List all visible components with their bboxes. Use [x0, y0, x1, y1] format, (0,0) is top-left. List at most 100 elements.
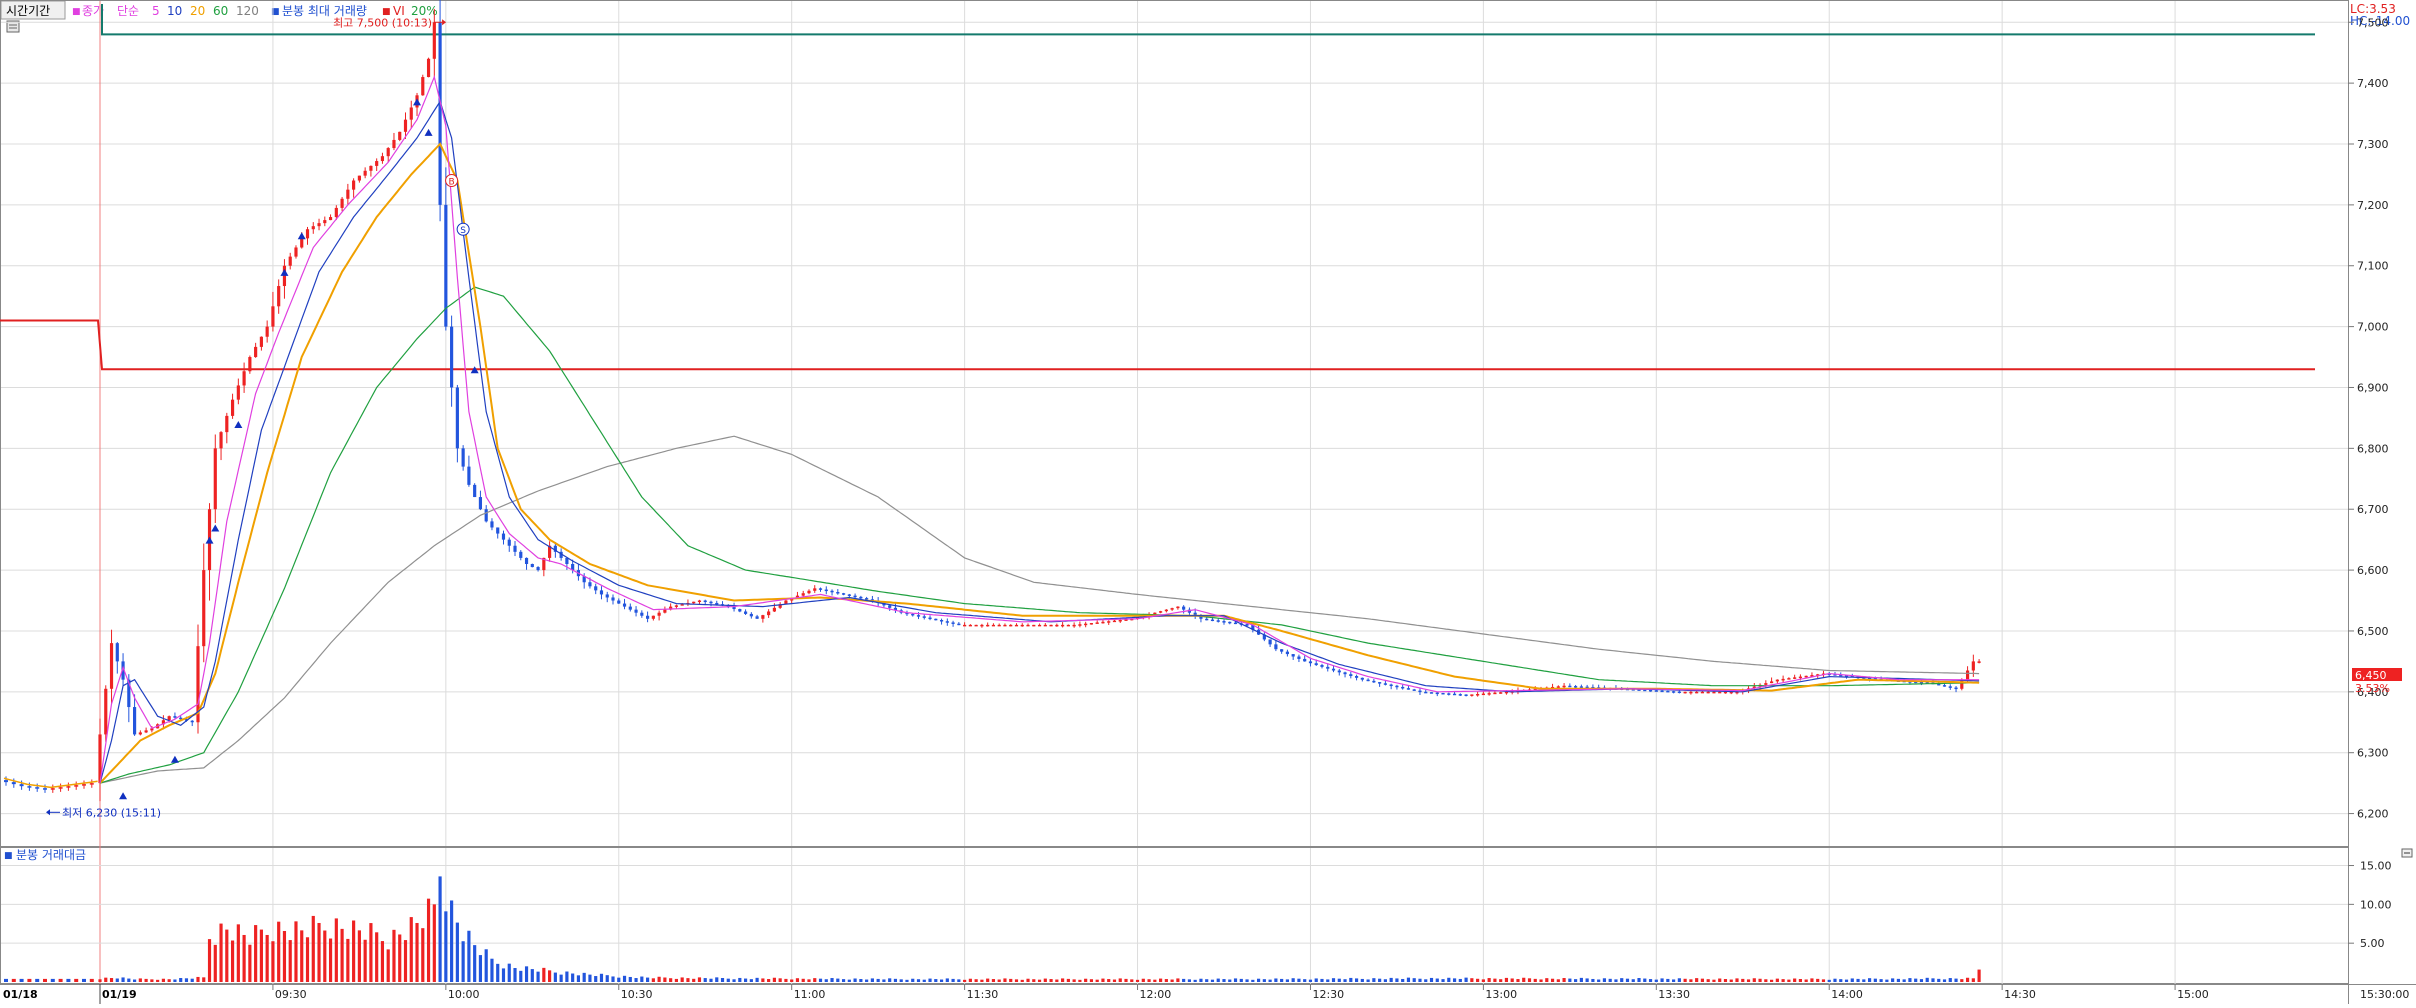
volume-bar — [1481, 979, 1485, 982]
volume-bar — [1960, 979, 1964, 982]
candle-body — [501, 533, 506, 540]
candle-body — [1723, 691, 1728, 694]
price-tick-label: 6,200 — [2357, 808, 2389, 821]
volume-bar — [1389, 977, 1393, 982]
volume-bar — [1643, 978, 1647, 982]
candle-body — [548, 545, 552, 558]
volume-bar — [467, 930, 471, 982]
volume-bar — [818, 978, 823, 982]
candle-body — [1303, 658, 1307, 662]
volume-bar — [876, 978, 880, 982]
candle-body — [772, 607, 776, 612]
volume-bar — [680, 977, 684, 982]
legend-bullet: ■ — [72, 7, 81, 17]
candle-body — [357, 175, 361, 181]
legend-item: 종가 — [82, 4, 104, 18]
candle-body — [732, 606, 736, 610]
period-tab[interactable]: 시간기간 — [6, 4, 50, 18]
candle-body — [484, 509, 488, 522]
candle-body — [1193, 612, 1197, 616]
volume-bar — [646, 977, 650, 982]
volume-bar — [1395, 978, 1399, 982]
volume-bar — [1862, 979, 1866, 982]
candle-body — [1366, 679, 1370, 682]
change-rate-label: 3.53% — [2355, 682, 2390, 695]
volume-bar — [513, 968, 517, 982]
volume-bar — [1366, 979, 1370, 982]
time-tick-label: 11:00 — [794, 988, 826, 1001]
candle-body — [1124, 619, 1128, 621]
candle-body — [697, 600, 702, 603]
candle-body — [980, 624, 984, 627]
volume-bar — [115, 978, 119, 982]
volume-bar — [1516, 979, 1520, 982]
candle-body — [27, 786, 32, 788]
volume-bar — [1816, 978, 1820, 982]
volume-bar — [1977, 969, 1981, 982]
volume-bar — [473, 945, 477, 982]
price-axis: 6,200 6,300 6,400 6,500 6,600 6,700 6,800 6,900… — [2348, 16, 2389, 821]
candle-body — [1660, 690, 1664, 693]
candle-body — [1499, 692, 1503, 694]
volume-bar — [156, 979, 160, 982]
volume-bar — [1412, 978, 1416, 982]
candle-body — [1135, 617, 1140, 619]
volume-bar — [640, 976, 644, 982]
volume-bar — [1510, 978, 1514, 982]
volume-bar — [161, 978, 165, 982]
candle-body — [392, 139, 396, 149]
settings-icon[interactable] — [6, 20, 20, 33]
candle-body — [1654, 690, 1658, 692]
volume-bar — [651, 978, 655, 982]
candle-body — [50, 788, 55, 790]
volume-bar — [1660, 978, 1664, 982]
candle-body — [1280, 649, 1284, 652]
candle-body — [1072, 624, 1076, 627]
volume-bar — [634, 978, 638, 982]
volume-bar — [1522, 977, 1526, 982]
volume-bar — [1775, 978, 1779, 982]
candle-body — [1954, 687, 1958, 690]
time-axis: 09:30 10:00 10:30 11:00 11:30 12:00 12:30 13:00… — [3, 984, 2409, 1004]
volume-bar — [484, 949, 488, 982]
candle-body — [1585, 686, 1589, 689]
candle-body — [426, 58, 431, 78]
candle-body — [4, 780, 8, 783]
volume-bar — [1735, 978, 1739, 982]
candle-body — [398, 131, 402, 140]
volume-bar — [1908, 978, 1912, 982]
volume-bar — [1055, 979, 1059, 982]
volume-bar — [755, 977, 759, 982]
volume-bar — [726, 978, 730, 982]
volume-bar — [1545, 978, 1549, 982]
candle-body — [841, 593, 846, 595]
volume-bar — [375, 932, 379, 982]
volume-bar — [1781, 979, 1785, 982]
volume-bar — [1965, 977, 1970, 982]
chart-header: 시간기간 ■ 종가 단순 5 10 20 60 120 ■ 분봉 최대 거래량 ■ VI 20% — [0, 0, 438, 33]
volume-bar — [1683, 978, 1687, 982]
candle-body — [1406, 688, 1411, 690]
candle-body — [1349, 674, 1353, 676]
volume-bar — [524, 966, 529, 982]
volume-bar — [1867, 978, 1872, 982]
candle-body — [761, 615, 765, 619]
signal-marker-icon — [234, 421, 243, 428]
candle-body — [11, 782, 16, 785]
volume-bar — [1043, 978, 1047, 982]
candle-body — [565, 557, 569, 564]
vi-upper-line — [101, 4, 2315, 36]
candle-body — [121, 661, 125, 680]
sell-signal-icon — [456, 222, 470, 236]
signal-marker-icon — [211, 524, 220, 532]
volume-bar — [27, 978, 32, 982]
volume-bar — [565, 971, 569, 982]
volume-bar — [720, 978, 725, 982]
sell-signal-text: S — [460, 226, 466, 236]
volume-bar — [265, 934, 269, 982]
candle-body — [911, 613, 915, 616]
candle-body — [1844, 675, 1849, 677]
volume-bar — [496, 963, 500, 982]
volume-bar — [1262, 979, 1266, 982]
candle-body — [1804, 675, 1808, 678]
